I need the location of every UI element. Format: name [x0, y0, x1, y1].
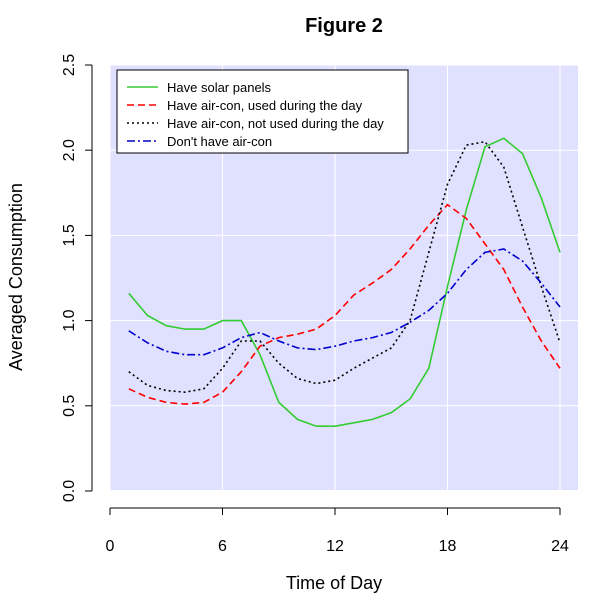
legend-label-2: Have air-con, used during the day — [167, 98, 363, 113]
y-axis-label: Averaged Consumption — [6, 183, 26, 371]
y-tick-label: 0.0 — [61, 480, 78, 502]
x-axis-label: Time of Day — [286, 573, 382, 593]
series-lines — [128, 137, 561, 428]
x-axis: 0 6 12 18 24 — [106, 507, 569, 555]
y-tick-label: 1.0 — [61, 309, 78, 331]
series-line-4 — [128, 248, 561, 356]
legend-label-1: Have solar panels — [167, 80, 272, 95]
y-tick-label: 2.0 — [61, 139, 78, 161]
series-line-1 — [128, 137, 561, 428]
legend: Have solar panels Have air-con, used duri… — [116, 69, 409, 154]
y-axis: 0.0 0.5 1.0 1.5 2.0 2.5 — [61, 54, 93, 502]
x-tick-label: 12 — [326, 538, 344, 555]
legend-box — [116, 69, 409, 154]
x-tick-label: 6 — [218, 538, 227, 555]
x-tick-label: 18 — [439, 538, 457, 555]
x-tick-label: 0 — [106, 538, 115, 555]
y-tick-label: 0.5 — [61, 395, 78, 417]
legend-label-3: Have air-con, not used during the day — [167, 116, 384, 131]
series-line-2 — [128, 203, 561, 405]
x-tick-label: 24 — [551, 538, 569, 555]
legend-label-4: Don't have air-con — [167, 134, 272, 149]
y-tick-label: 2.5 — [61, 54, 78, 76]
chart-title: Figure 2 — [305, 15, 383, 37]
y-tick-label: 1.5 — [61, 224, 78, 246]
